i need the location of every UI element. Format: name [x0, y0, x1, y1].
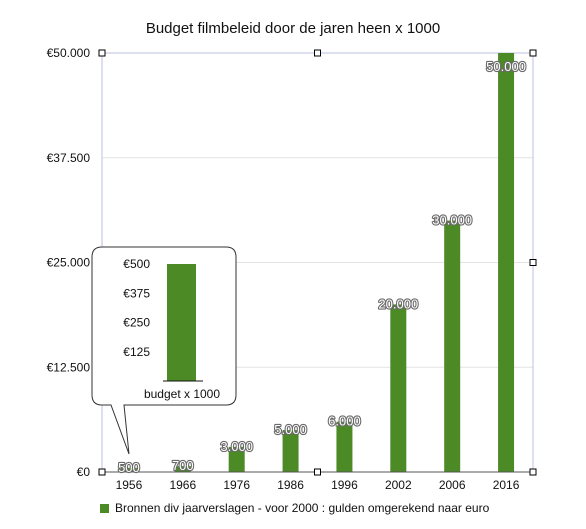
inset-y-tick-label: €125 — [123, 345, 150, 359]
y-tick-label: €0 — [77, 465, 91, 479]
legend: Bronnen div jaarverslagen - voor 2000 : … — [100, 501, 489, 515]
inset-bar — [167, 264, 196, 381]
bar-1996 — [336, 421, 353, 472]
bar-2016 — [498, 53, 515, 472]
selection-handle — [98, 468, 106, 476]
y-axis: €0 €12.500 €25.000 €37.500 €50.000 — [47, 46, 91, 479]
selection-handle — [98, 49, 106, 57]
data-label: 700 — [172, 458, 194, 473]
data-label: 500 — [118, 460, 140, 475]
bar-1956 — [120, 467, 137, 472]
inset-y-tick-label: €375 — [123, 286, 150, 300]
y-tick-label: €50.000 — [47, 46, 91, 60]
legend-label: Bronnen div jaarverslagen - voor 2000 : … — [115, 501, 490, 515]
data-label: 50.000 — [486, 59, 526, 74]
bar-1986 — [282, 430, 299, 472]
selection-handle — [529, 259, 537, 266]
bar-2002 — [390, 304, 407, 472]
x-tick-label: 2006 — [439, 478, 466, 492]
data-label: 3.000 — [220, 439, 253, 454]
data-label: 20.000 — [378, 296, 418, 311]
data-labels: 500 700 3.000 5.000 6.000 20.000 30.000 50.000 — [117, 58, 527, 476]
data-label: 5.000 — [274, 422, 307, 437]
zoom-callout: €125 €250 €375 €500 budget x 1000 — [91, 246, 237, 455]
selection-handle — [529, 468, 537, 476]
chart-title: Budget filmbeleid door de jaren heen x 1… — [145, 20, 441, 37]
y-tick-label: €25.000 — [47, 256, 91, 270]
data-label: 30.000 — [432, 213, 472, 228]
x-tick-label: 2002 — [385, 478, 412, 492]
inset-y-tick-label: €500 — [123, 257, 150, 271]
data-label: 6.000 — [328, 414, 361, 429]
selection-handle — [314, 49, 321, 57]
inset-axis-label: budget x 1000 — [144, 387, 220, 401]
x-tick-label: 2016 — [493, 478, 520, 492]
y-tick-label: €37.500 — [47, 151, 91, 165]
bar-1966 — [174, 466, 191, 472]
y-tick-label: €12.500 — [47, 360, 91, 374]
x-tick-label: 1956 — [116, 478, 143, 492]
x-tick-label: 1986 — [277, 478, 304, 492]
selection-handle — [529, 49, 537, 57]
bar-2006 — [444, 220, 461, 472]
bar-1976 — [228, 446, 245, 472]
x-tick-label: 1966 — [169, 478, 196, 492]
x-tick-label: 1976 — [223, 478, 250, 492]
callout-bubble — [91, 246, 237, 455]
inset-y-tick-label: €250 — [123, 316, 150, 330]
x-tick-label: 1996 — [331, 478, 358, 492]
bar-series — [120, 53, 515, 472]
selection-handle — [314, 468, 321, 476]
legend-swatch — [100, 503, 109, 513]
